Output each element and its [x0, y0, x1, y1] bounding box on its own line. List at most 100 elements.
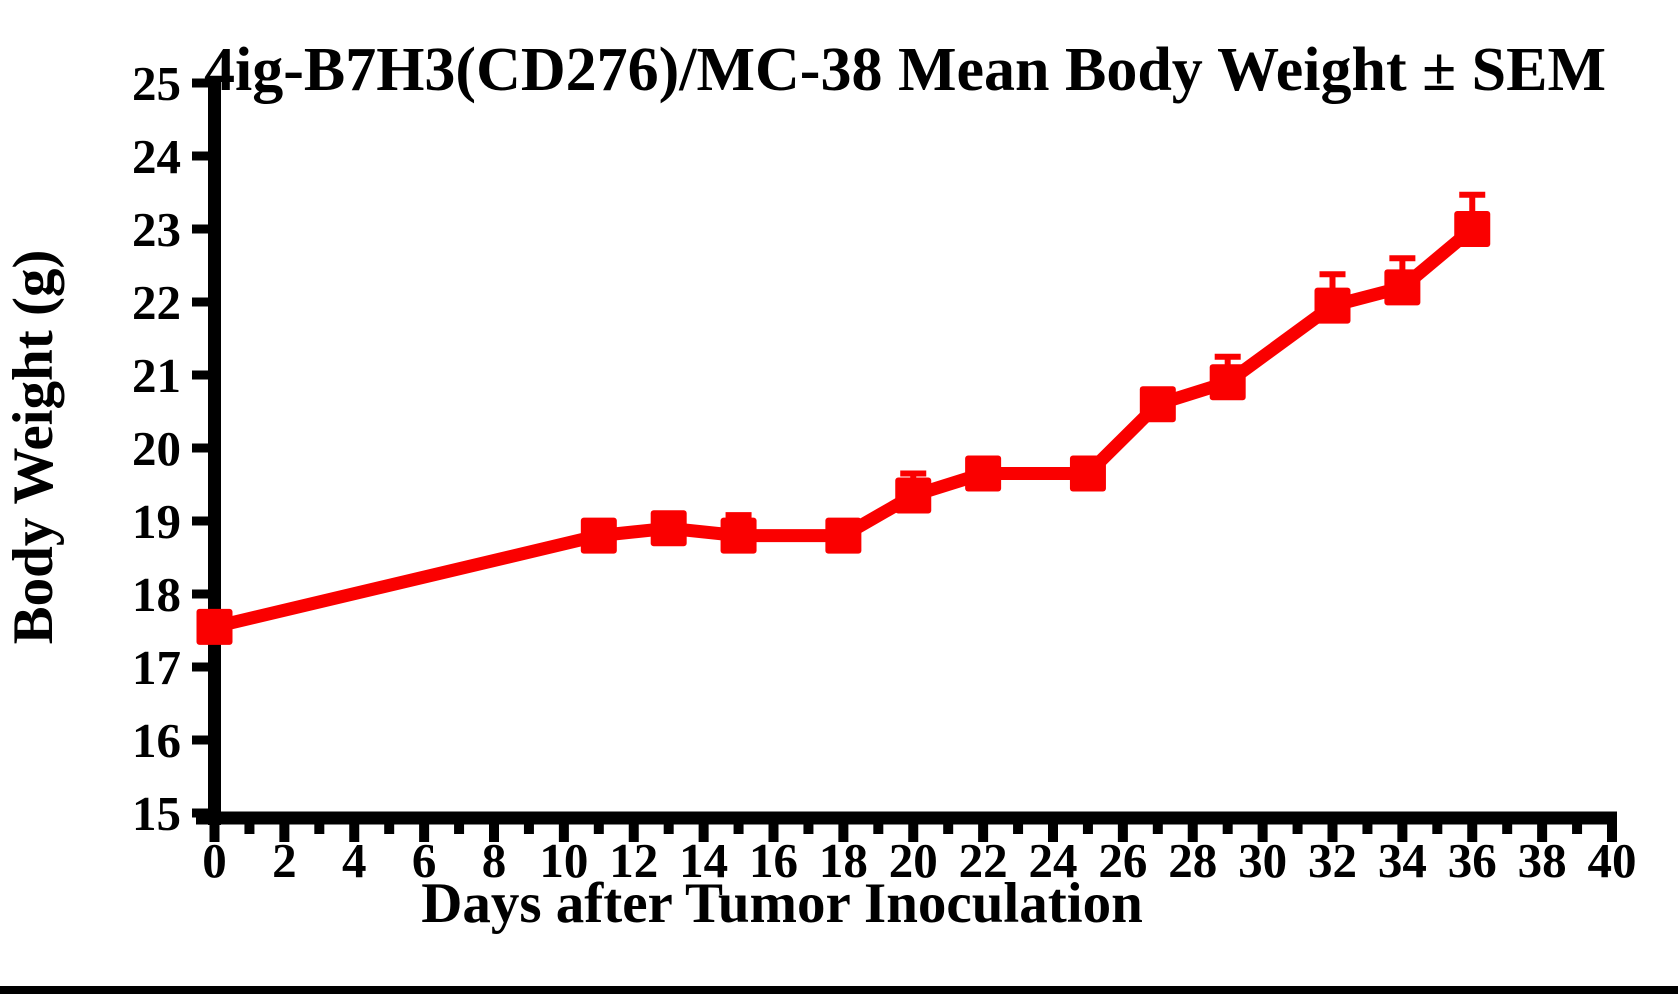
x-axis-tick-label: 8: [482, 833, 507, 888]
y-axis-tick: [192, 662, 216, 672]
x-axis-major-tick: [279, 818, 290, 842]
data-point-marker: [965, 455, 1002, 492]
x-axis-minor-tick: [384, 818, 395, 834]
x-axis-title: Days after Tumor Inoculation: [421, 872, 1143, 935]
x-axis: 0 2 4 6 8 10 12 14 16 18 20 22 24 26 28 30 32 34 36 38 40: [196, 811, 1637, 888]
x-axis-major-tick: [1467, 818, 1478, 842]
y-axis: 15 16 17 18 19 20 21 22 23 24 25: [132, 56, 221, 841]
y-axis-tick-label: 17: [132, 640, 181, 695]
y-axis-tick-label: 25: [132, 56, 181, 111]
x-axis-tick-label: 28: [1168, 833, 1217, 888]
y-axis-tick-label: 23: [132, 202, 181, 257]
x-axis-tick-label: 20: [889, 833, 938, 888]
x-axis-major-tick: [698, 818, 709, 842]
bottom-border-bar: [0, 986, 1678, 994]
y-axis-tick-label: 24: [132, 129, 181, 184]
x-axis-major-tick: [838, 818, 849, 842]
y-axis-tick: [192, 78, 216, 88]
series-line: [212, 224, 1477, 634]
x-axis-major-tick: [1397, 818, 1408, 842]
x-axis-minor-tick: [943, 818, 954, 834]
x-axis-tick-label: 6: [412, 833, 437, 888]
x-axis-major-tick: [349, 818, 360, 842]
x-axis-tick-label: 24: [1029, 833, 1078, 888]
y-axis-tick-label: 22: [132, 275, 181, 330]
x-axis-minor-tick: [1222, 818, 1233, 834]
x-axis-minor-tick: [454, 818, 465, 834]
x-axis-minor-tick: [523, 818, 534, 834]
data-point-markers: [196, 211, 1491, 645]
x-axis-major-tick: [768, 818, 779, 842]
x-axis-major-tick: [1607, 818, 1617, 842]
x-axis-tick-label: 30: [1238, 833, 1287, 888]
data-point-marker: [1139, 386, 1176, 423]
data-point-marker: [1209, 364, 1246, 401]
y-axis-tick: [192, 443, 216, 453]
x-axis-minor-tick: [803, 818, 814, 834]
data-point-marker: [720, 517, 757, 554]
x-axis-minor-tick: [1572, 818, 1583, 834]
x-axis-minor-tick: [1432, 818, 1443, 834]
y-axis-tick-label: 19: [132, 494, 181, 549]
x-axis-major-tick: [1117, 818, 1128, 842]
x-axis-minor-tick: [1082, 818, 1093, 834]
x-axis-tick-label: 40: [1588, 833, 1637, 888]
x-axis-tick-label: 22: [959, 833, 1008, 888]
x-axis-tick-label: 36: [1448, 833, 1497, 888]
x-axis-tick-label: 38: [1518, 833, 1567, 888]
x-axis-major-tick: [1257, 818, 1268, 842]
data-point-marker: [1069, 455, 1106, 492]
x-axis-minor-tick: [244, 818, 255, 834]
x-axis-major-tick: [489, 818, 499, 842]
y-axis-tick-label: 20: [132, 421, 181, 476]
x-axis-minor-tick: [873, 818, 884, 834]
y-axis-tick: [192, 224, 216, 234]
x-axis-major-tick: [978, 818, 989, 842]
x-axis-tick-label: 18: [819, 833, 868, 888]
x-axis-tick-label: 12: [609, 833, 658, 888]
x-axis-major-tick: [558, 818, 569, 842]
x-axis-major-tick: [1537, 818, 1548, 842]
y-axis-title: Body Weight (g): [2, 250, 65, 645]
y-axis-tick: [192, 370, 216, 380]
x-axis-minor-tick: [663, 818, 674, 834]
x-axis-tick-label: 10: [539, 833, 588, 888]
data-point-marker: [196, 608, 233, 645]
x-axis-major-tick: [1187, 818, 1198, 842]
y-axis-tick: [192, 735, 216, 745]
x-axis-tick-label: 32: [1308, 833, 1357, 888]
y-axis-tick-label: 21: [132, 348, 181, 403]
x-axis-minor-tick: [1013, 818, 1024, 834]
x-axis-major-tick: [1048, 818, 1058, 842]
y-axis-tick-label: 15: [132, 786, 181, 841]
x-axis-major-tick: [628, 818, 639, 842]
data-point-marker: [650, 510, 687, 547]
x-axis-tick-label: 0: [202, 833, 227, 888]
x-axis-major-tick: [908, 818, 919, 842]
x-axis-major-tick: [419, 818, 430, 842]
x-axis-minor-tick: [1362, 818, 1373, 834]
data-point-marker: [825, 517, 862, 554]
x-axis-tick-label: 26: [1098, 833, 1147, 888]
data-point-marker: [895, 477, 932, 514]
y-axis-tick: [192, 589, 216, 599]
y-axis-tick-label: 18: [132, 567, 181, 622]
data-point-marker: [1454, 211, 1491, 247]
x-axis-minor-tick: [1292, 818, 1303, 834]
y-axis-tick: [192, 516, 216, 526]
x-axis-tick-label: 2: [272, 833, 297, 888]
x-axis-major-tick: [1327, 818, 1338, 842]
x-axis-major-tick: [209, 818, 220, 842]
y-axis-tick-label: 16: [132, 713, 181, 768]
data-point-marker: [1314, 287, 1351, 324]
x-axis-tick-label: 4: [342, 833, 367, 888]
x-axis-minor-tick: [593, 818, 604, 834]
y-axis-tick: [192, 297, 216, 307]
data-point-marker: [580, 517, 617, 554]
x-axis-tick-label: 16: [749, 833, 798, 888]
data-point-marker: [1384, 269, 1421, 306]
x-axis-minor-tick: [733, 818, 744, 834]
x-axis-minor-tick: [1502, 818, 1513, 834]
x-axis-tick-label: 14: [679, 833, 728, 888]
